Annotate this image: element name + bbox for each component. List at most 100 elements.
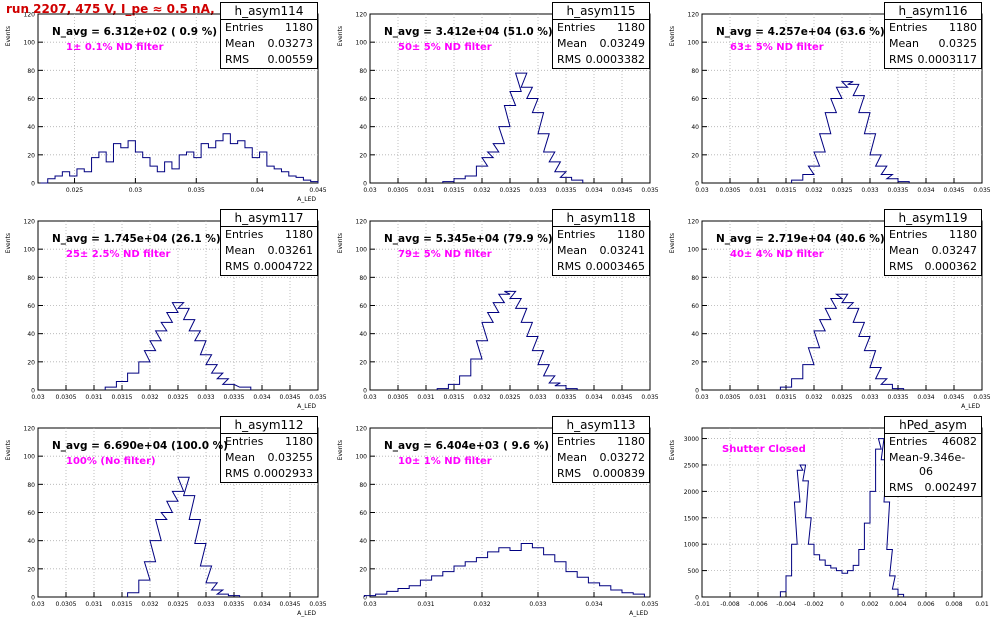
- y-tick-label: 20: [691, 152, 699, 159]
- x-tick-label: 0.0325: [832, 394, 853, 401]
- n-avg-label: N_avg = 5.345e+04 (79.9 %): [384, 233, 553, 245]
- stat-label: RMS: [557, 467, 582, 480]
- histogram-panel: 0 20 40 60 80 100 120 0.03 0.0305 0.031 0.0315 0.03…: [332, 207, 664, 414]
- x-tick-label: 0.0345: [944, 394, 965, 401]
- y-tick-label: 120: [688, 12, 700, 19]
- stat-label: Mean: [225, 37, 255, 50]
- x-tick-label: 0.03: [363, 601, 377, 608]
- y-axis-label: Events: [669, 233, 676, 253]
- y-tick-label: 100: [688, 40, 700, 47]
- stat-value: 0.03247: [931, 244, 978, 257]
- x-tick-label: 0.0335: [556, 187, 577, 194]
- x-tick-label: 0.025: [66, 187, 83, 194]
- filter-label: 40± 4% ND filter: [730, 249, 824, 260]
- stat-label: RMS: [889, 260, 914, 273]
- stat-value: 1180: [617, 228, 645, 241]
- stat-label: RMS: [557, 53, 582, 66]
- stat-value: 0.0004722: [253, 260, 314, 273]
- stat-label: Entries: [225, 228, 264, 241]
- n-avg-label: N_avg = 1.745e+04 (26.1 %): [52, 233, 221, 245]
- x-tick-label: 0.04: [250, 187, 264, 194]
- x-tick-label: 0.0345: [944, 187, 965, 194]
- x-tick-label: 0.031: [417, 394, 434, 401]
- histogram-svg: 0 20 40 60 80 100 120 0.03 0.031 0.032 0.033 0.034 0…: [337, 426, 659, 618]
- x-tick-label: 0.0315: [112, 601, 133, 608]
- y-tick-label: 80: [691, 275, 699, 282]
- histogram-series: [779, 438, 905, 597]
- stat-label: Entries: [557, 228, 596, 241]
- histogram-series: [40, 133, 319, 184]
- x-tick-label: 0.0305: [388, 187, 409, 194]
- histogram-name: h_asym115: [553, 3, 649, 20]
- y-tick-label: 2000: [684, 489, 699, 496]
- stat-row: RMS 0.00559: [221, 52, 317, 68]
- y-tick-label: 20: [691, 359, 699, 366]
- stat-label: RMS: [557, 260, 582, 273]
- x-tick-label: 0.004: [889, 601, 906, 608]
- stat-label: Mean: [225, 451, 255, 464]
- histogram-panel: 0 20 40 60 80 100 120 0.03 0.0305 0.031 0.0315 0.03…: [0, 207, 332, 414]
- x-tick-label: 0.0305: [720, 394, 741, 401]
- y-tick-label: 1000: [684, 542, 699, 549]
- histogram-series: [791, 81, 910, 183]
- y-tick-label: 80: [691, 68, 699, 75]
- y-tick-label: 20: [27, 152, 35, 159]
- x-tick-label: 0.008: [945, 601, 962, 608]
- stat-row: Mean 0.03247: [885, 243, 981, 259]
- stat-row: Entries 1180: [553, 20, 649, 36]
- x-tick-label: 0.035: [309, 394, 326, 401]
- stat-row: Mean 0.0325: [885, 36, 981, 52]
- y-axis-label: Events: [337, 440, 344, 460]
- x-tick-label: 0.0325: [500, 187, 521, 194]
- y-tick-label: 100: [356, 454, 368, 461]
- y-tick-label: 80: [27, 482, 35, 489]
- stat-value: 0.03249: [599, 37, 646, 50]
- x-tick-label: 0.034: [585, 187, 602, 194]
- stat-value: 0.0325: [938, 37, 978, 50]
- histogram-name: hPed_asym: [885, 417, 981, 434]
- x-tick-label: 0.035: [309, 601, 326, 608]
- x-tick-label: 0: [840, 601, 844, 608]
- y-axis-label: Events: [5, 233, 12, 253]
- x-tick-label: 0.033: [861, 394, 878, 401]
- stat-label: Entries: [889, 21, 928, 34]
- x-tick-label: 0.0345: [612, 187, 633, 194]
- x-axis-label: A_LED: [297, 403, 316, 410]
- histogram-series: [442, 72, 584, 183]
- x-tick-label: 0.035: [188, 187, 205, 194]
- y-tick-label: 80: [359, 275, 367, 282]
- histogram-svg: 0 20 40 60 80 100 120 0.03 0.0305 0.031 0.0315 0.03…: [669, 219, 991, 411]
- x-tick-label: 0.033: [529, 601, 546, 608]
- stat-row: Entries 1180: [221, 227, 317, 243]
- stat-label: Entries: [557, 21, 596, 34]
- x-tick-label: 0.0315: [444, 187, 465, 194]
- histogram-svg: 0 20 40 60 80 100 120 0.03 0.0305 0.031 0.0315 0.03…: [337, 219, 659, 402]
- histogram-series: [779, 293, 905, 390]
- y-tick-label: 120: [356, 426, 368, 433]
- x-tick-label: 0.03: [695, 394, 709, 401]
- x-tick-label: 0.033: [197, 394, 214, 401]
- x-tick-label: 0.035: [641, 187, 658, 194]
- x-tick-label: 0.045: [309, 187, 326, 194]
- y-axis-label: Events: [337, 233, 344, 253]
- y-tick-label: 80: [359, 68, 367, 75]
- stat-box: h_asym114 Entries 1180 Mean 0.03273 RMS 0.0055…: [220, 2, 318, 69]
- stat-value: 0.0003382: [585, 53, 646, 66]
- n-avg-label: N_avg = 2.719e+04 (40.6 %): [716, 233, 885, 245]
- stat-value: 0.0003117: [917, 53, 978, 66]
- x-axis-label: A_LED: [629, 610, 648, 617]
- stat-value: 1180: [285, 228, 313, 241]
- x-tick-label: -0.006: [748, 601, 768, 608]
- x-tick-label: 0.0335: [556, 394, 577, 401]
- x-tick-label: 0.033: [861, 187, 878, 194]
- stat-row: Mean 0.03249: [553, 36, 649, 52]
- stat-row: Mean 0.03241: [553, 243, 649, 259]
- stat-label: Entries: [225, 435, 264, 448]
- stat-value: 0.0002933: [253, 467, 314, 480]
- histogram-series: [363, 542, 645, 597]
- x-tick-label: 0.0315: [444, 394, 465, 401]
- stat-label: RMS: [889, 53, 914, 66]
- x-tick-label: 0.032: [473, 394, 490, 401]
- x-tick-label: 0.03: [695, 187, 709, 194]
- y-tick-label: 60: [27, 96, 35, 103]
